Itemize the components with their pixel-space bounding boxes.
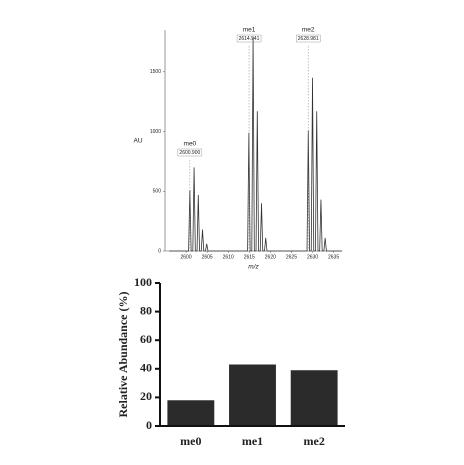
x-tick-label: me0 (180, 434, 201, 448)
x-tick-label: 2610 (223, 254, 234, 260)
annotation-box (177, 148, 203, 157)
y-tick-label: 100 (134, 275, 152, 289)
x-tick-label: 2615 (244, 254, 255, 260)
y-tick-label: 500 (153, 189, 162, 195)
x-tick-label: 2635 (328, 254, 339, 260)
annotation-box (296, 34, 321, 43)
bar (229, 364, 276, 426)
x-tick-label: me1 (242, 434, 263, 448)
spectrum-line (169, 37, 342, 252)
annotation-name: me2 (302, 27, 315, 34)
x-tick-label: 2625 (286, 254, 297, 260)
bar (167, 400, 215, 426)
y-tick-label: 1500 (150, 69, 161, 75)
bar (290, 370, 338, 426)
y-tick-label: 80 (140, 303, 152, 317)
x-tick-label: 2630 (307, 254, 318, 260)
mass-spectrum: 0 500 1000 1500 2600 2605 2610 2615 2620 2625 2630… (133, 27, 342, 271)
y-tick-label: 1000 (150, 129, 161, 135)
annotation-name: me0 (184, 141, 197, 148)
bar-chart: me0 me1 me2 0 20 40 60 80 100 Relative Abundance … (116, 275, 345, 448)
annotation-box (236, 34, 262, 43)
x-tick-label: 2605 (202, 254, 213, 260)
y-axis-label: AU (133, 138, 142, 145)
x-tick-label: me2 (304, 434, 325, 448)
y-tick-label: 0 (146, 418, 152, 432)
y-tick-label: 40 (140, 361, 152, 375)
y-tick-label: 0 (158, 248, 161, 254)
y-tick-label: 20 (140, 389, 152, 403)
annotation-label: 2600.900 (179, 150, 200, 156)
x-axis-label: m/z (248, 264, 259, 271)
annotation-name: me1 (243, 27, 256, 34)
x-tick-label: 2620 (265, 254, 276, 260)
annotation-label: 2628.981 (298, 36, 319, 42)
x-tick-label: 2600 (181, 254, 192, 260)
y-axis-label: Relative Abundance (%) (116, 291, 130, 417)
annotation-label: 2614.941 (239, 36, 260, 42)
y-tick-label: 60 (140, 332, 152, 346)
